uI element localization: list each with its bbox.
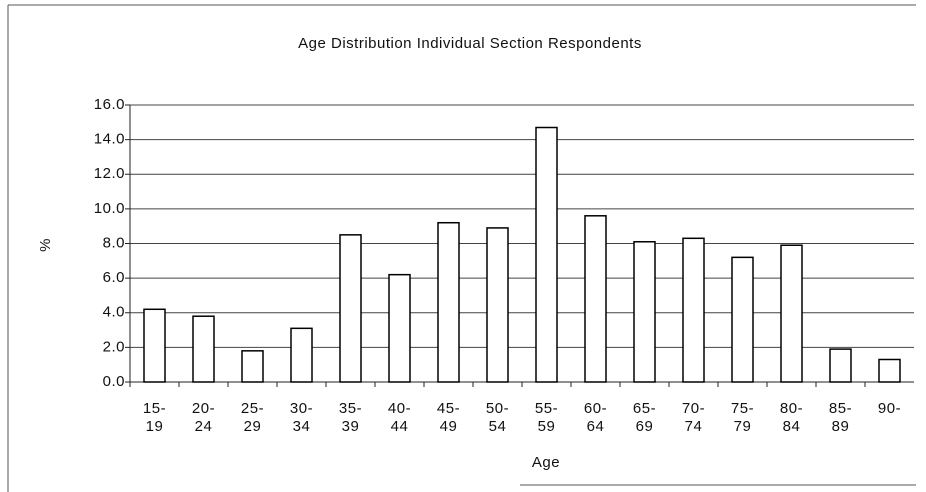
y-axis-label: %	[37, 238, 54, 252]
bar	[241, 350, 264, 383]
x-tick-label: 80- 84	[779, 400, 804, 435]
y-tick-label: 12.0	[94, 165, 125, 182]
bar	[682, 237, 705, 383]
x-tick-label: 60- 64	[583, 400, 608, 435]
y-tick-label: 4.0	[103, 304, 125, 321]
x-tick-label: 15- 19	[142, 400, 167, 435]
bar	[878, 358, 901, 383]
x-tick-label: 65- 69	[632, 400, 657, 435]
x-tick-label: 70- 74	[681, 400, 706, 435]
bar	[486, 227, 509, 383]
x-tick-label: 45- 49	[436, 400, 461, 435]
x-tick-label: 40- 44	[387, 400, 412, 435]
bar	[633, 241, 656, 383]
x-tick-label: 55- 59	[534, 400, 559, 435]
bar	[437, 221, 460, 383]
chart-title: Age Distribution Individual Section Resp…	[298, 35, 642, 52]
bar	[339, 234, 362, 383]
bar	[780, 244, 803, 383]
y-tick-label: 14.0	[94, 131, 125, 148]
y-tick-label: 16.0	[94, 96, 125, 113]
y-tick-label: 2.0	[103, 338, 125, 355]
bar	[829, 348, 852, 383]
x-tick-label: 30- 34	[289, 400, 314, 435]
x-tick-label: 20- 24	[191, 400, 216, 435]
x-tick-label: 50- 54	[485, 400, 510, 435]
x-tick-label: 75- 79	[730, 400, 755, 435]
bar	[290, 327, 313, 383]
bar	[192, 315, 215, 383]
y-tick-label: 10.0	[94, 200, 125, 217]
x-tick-label: 85- 89	[828, 400, 853, 435]
bar	[535, 126, 558, 383]
y-tick-label: 8.0	[103, 234, 125, 251]
y-tick-label: 6.0	[103, 269, 125, 286]
y-tick-label: 0.0	[103, 373, 125, 390]
x-tick-label: 35- 39	[338, 400, 363, 435]
x-axis-label: Age	[532, 454, 560, 471]
bar	[388, 273, 411, 383]
bar	[143, 308, 166, 383]
x-tick-label: 90-	[877, 400, 902, 417]
x-tick-label: 25- 29	[240, 400, 265, 435]
bar	[731, 256, 754, 383]
bar	[584, 215, 607, 383]
